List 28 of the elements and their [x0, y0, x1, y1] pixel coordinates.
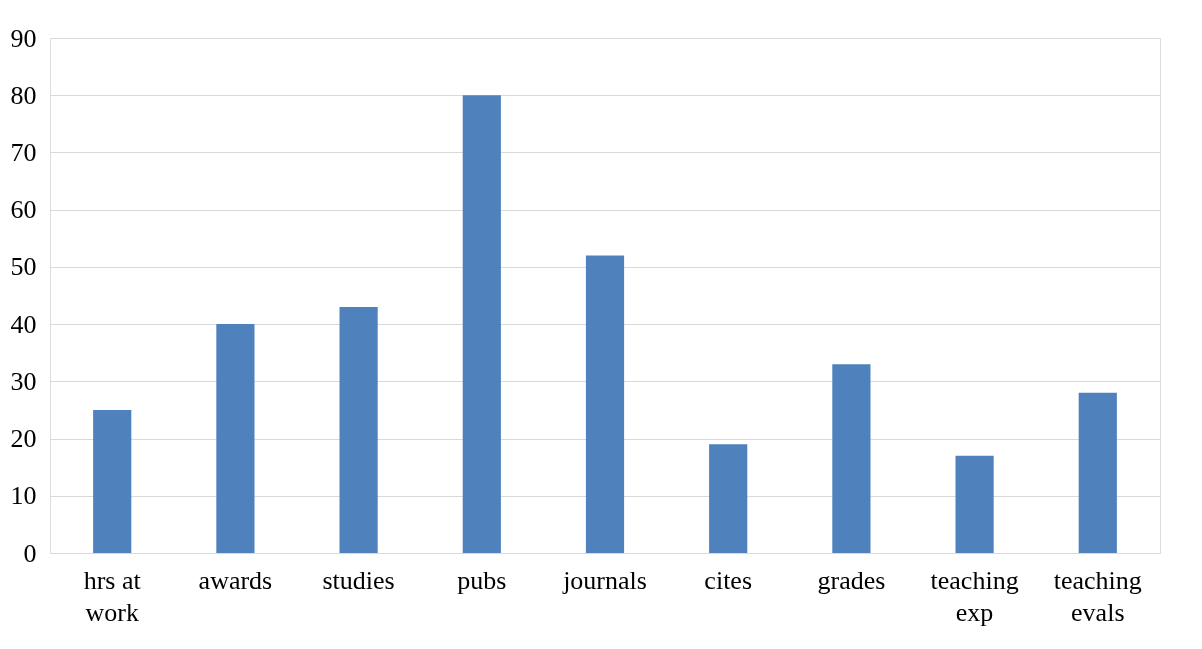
bar — [709, 444, 748, 553]
bar — [955, 455, 994, 553]
y-tick-label: 40 — [10, 309, 37, 339]
y-tick-label: 80 — [10, 80, 37, 110]
y-tick-label: 10 — [10, 481, 37, 511]
bar — [339, 306, 378, 553]
bar — [1078, 392, 1117, 553]
x-tick-label: hrs at work — [83, 565, 142, 627]
x-tick-label: journals — [562, 565, 647, 595]
x-tick-label: pubs — [457, 565, 507, 595]
bar — [462, 95, 501, 553]
y-tick-label: 30 — [10, 366, 37, 396]
x-tick-label: cites — [704, 565, 753, 595]
y-tick-label: 0 — [23, 538, 37, 568]
y-tick-label: 60 — [10, 195, 37, 225]
x-tick-label: grades — [817, 565, 886, 595]
x-tick-label: teaching exp — [930, 565, 1019, 627]
bar — [93, 409, 132, 553]
bar — [216, 324, 255, 553]
y-tick-label: 20 — [10, 424, 37, 454]
x-tick-label: studies — [322, 565, 395, 595]
x-tick-label: awards — [198, 565, 273, 595]
x-tick-label: teaching evals — [1053, 565, 1142, 627]
y-tick-label: 70 — [10, 137, 37, 167]
bar — [585, 255, 625, 553]
y-tick-label: 50 — [10, 252, 37, 282]
bar — [832, 364, 871, 553]
y-tick-label: 90 — [10, 23, 37, 53]
